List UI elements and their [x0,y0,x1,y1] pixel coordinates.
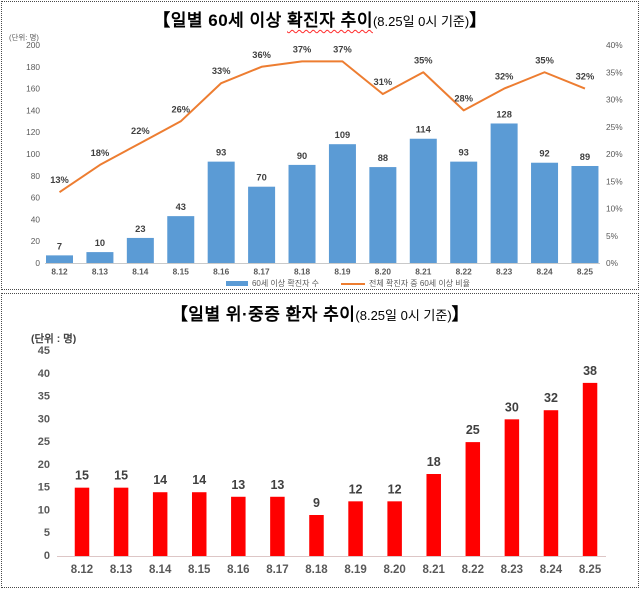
blue-bar-swatch-icon [225,281,248,286]
panel-severe-daily-chart: 【일별 위·중증 환자 추이(8.25일 0시 기준)】 (단위 : 명) [1,293,639,588]
legend-item-line-series: 전체 확진자 중 60세 이상 비율 [341,278,470,289]
chart1-legend: 60세 이상 확진자 수 전체 확진자 중 60세 이상 비율 [30,278,640,289]
chart2-title-date-note: (8.25일 0시 기준) [355,308,452,323]
legend-item-bar-series: 60세 이상 확진자 수 [225,278,320,289]
chart1-title: 【일별 60세 이상 확진자 추이(8.25일 0시 기준)】 [2,6,638,31]
chart1-title-close-bracket: 】 [469,11,487,30]
legend-line-label: 전체 확진자 중 60세 이상 비율 [369,279,471,288]
chart2-unit-label: (단위 : 명) [31,333,77,345]
chart2-title-prefix: 【일별 위·중증 환자 추이 [170,305,356,324]
panel-60plus-daily-chart: 【일별 60세 이상 확진자 추이(8.25일 0시 기준)】 (단위: 명) … [1,1,639,290]
chart2-title: 【일별 위·중증 환자 추이(8.25일 0시 기준)】 [2,300,638,325]
chart1-unit-label: (단위: 명) [9,33,39,42]
chart1-title-date-note: (8.25일 0시 기준) [372,14,470,29]
chart1-title-underlined: 확진자 추이 [287,11,373,30]
orange-line-swatch-icon [341,282,366,285]
chart2-title-close-bracket: 】 [451,305,470,324]
legend-bar-label: 60세 이상 확진자 수 [251,279,320,288]
chart1-title-prefix: 【일별 60세 이상 [153,11,288,30]
